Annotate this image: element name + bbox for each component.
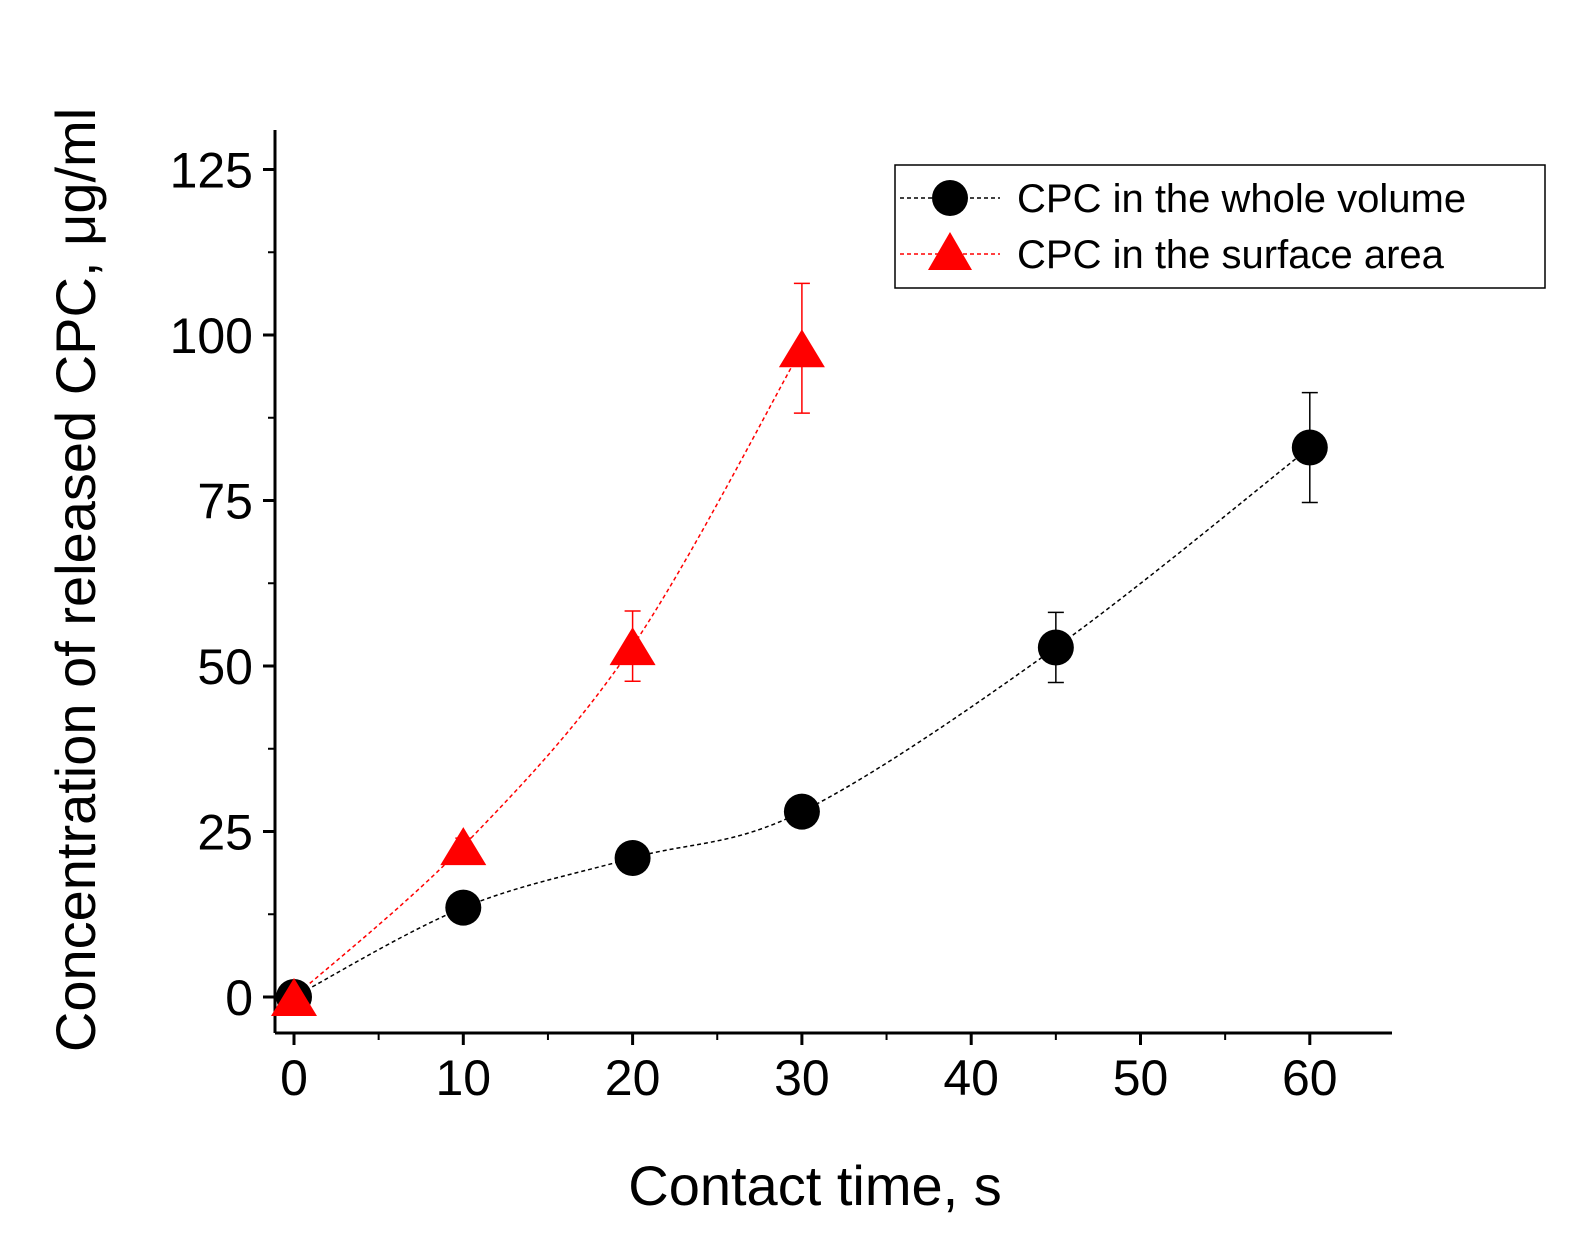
error-bars	[455, 282, 1318, 855]
data-point-whole-volume	[614, 839, 651, 876]
y-axis-title: Concentration of released CPC, μg/ml	[44, 108, 107, 1052]
legend-label-whole-volume: CPC in the whole volume	[1017, 177, 1466, 221]
markers	[271, 329, 1328, 1016]
x-tick-label: 50	[1113, 1050, 1169, 1106]
data-point-surface-area	[271, 978, 317, 1016]
y-tick-label: 125	[170, 143, 253, 199]
y-tick-label: 75	[197, 474, 253, 530]
data-point-surface-area	[609, 627, 656, 666]
ticks: 0 10 20 30 40 50 60 0 25 50 75 100 125	[170, 143, 1338, 1107]
x-tick-label: 40	[943, 1050, 999, 1106]
y-tick-label: 100	[170, 308, 253, 364]
series-line-1	[293, 347, 803, 998]
x-tick-label: 0	[280, 1050, 308, 1106]
legend-marker-whole-volume	[932, 180, 968, 216]
data-point-surface-area	[440, 827, 487, 866]
legend-marker-surface-area	[928, 232, 972, 270]
legend-box	[894, 164, 1546, 289]
x-tick-label: 20	[605, 1050, 661, 1106]
data-point-surface-area	[778, 329, 825, 368]
curves	[293, 347, 1311, 998]
legend: CPC in the whole volume CPC in the surfa…	[894, 164, 1546, 289]
data-point-whole-volume	[783, 793, 820, 830]
data-point-whole-volume	[1291, 429, 1328, 466]
y-tick-label: 50	[197, 639, 253, 695]
x-tick-label: 10	[435, 1050, 491, 1106]
y-tick-label: 0	[225, 970, 253, 1026]
data-point-whole-volume	[445, 889, 482, 926]
series-line-0	[293, 446, 1311, 998]
axes	[273, 130, 1392, 1035]
legend-label-surface-area: CPC in the surface area	[1017, 233, 1445, 277]
data-point-whole-volume	[1037, 629, 1074, 666]
x-tick-label: 60	[1282, 1050, 1338, 1106]
x-tick-label: 30	[774, 1050, 830, 1106]
y-tick-label: 25	[197, 805, 253, 861]
x-axis-title: Contact time, s	[628, 1154, 1001, 1217]
